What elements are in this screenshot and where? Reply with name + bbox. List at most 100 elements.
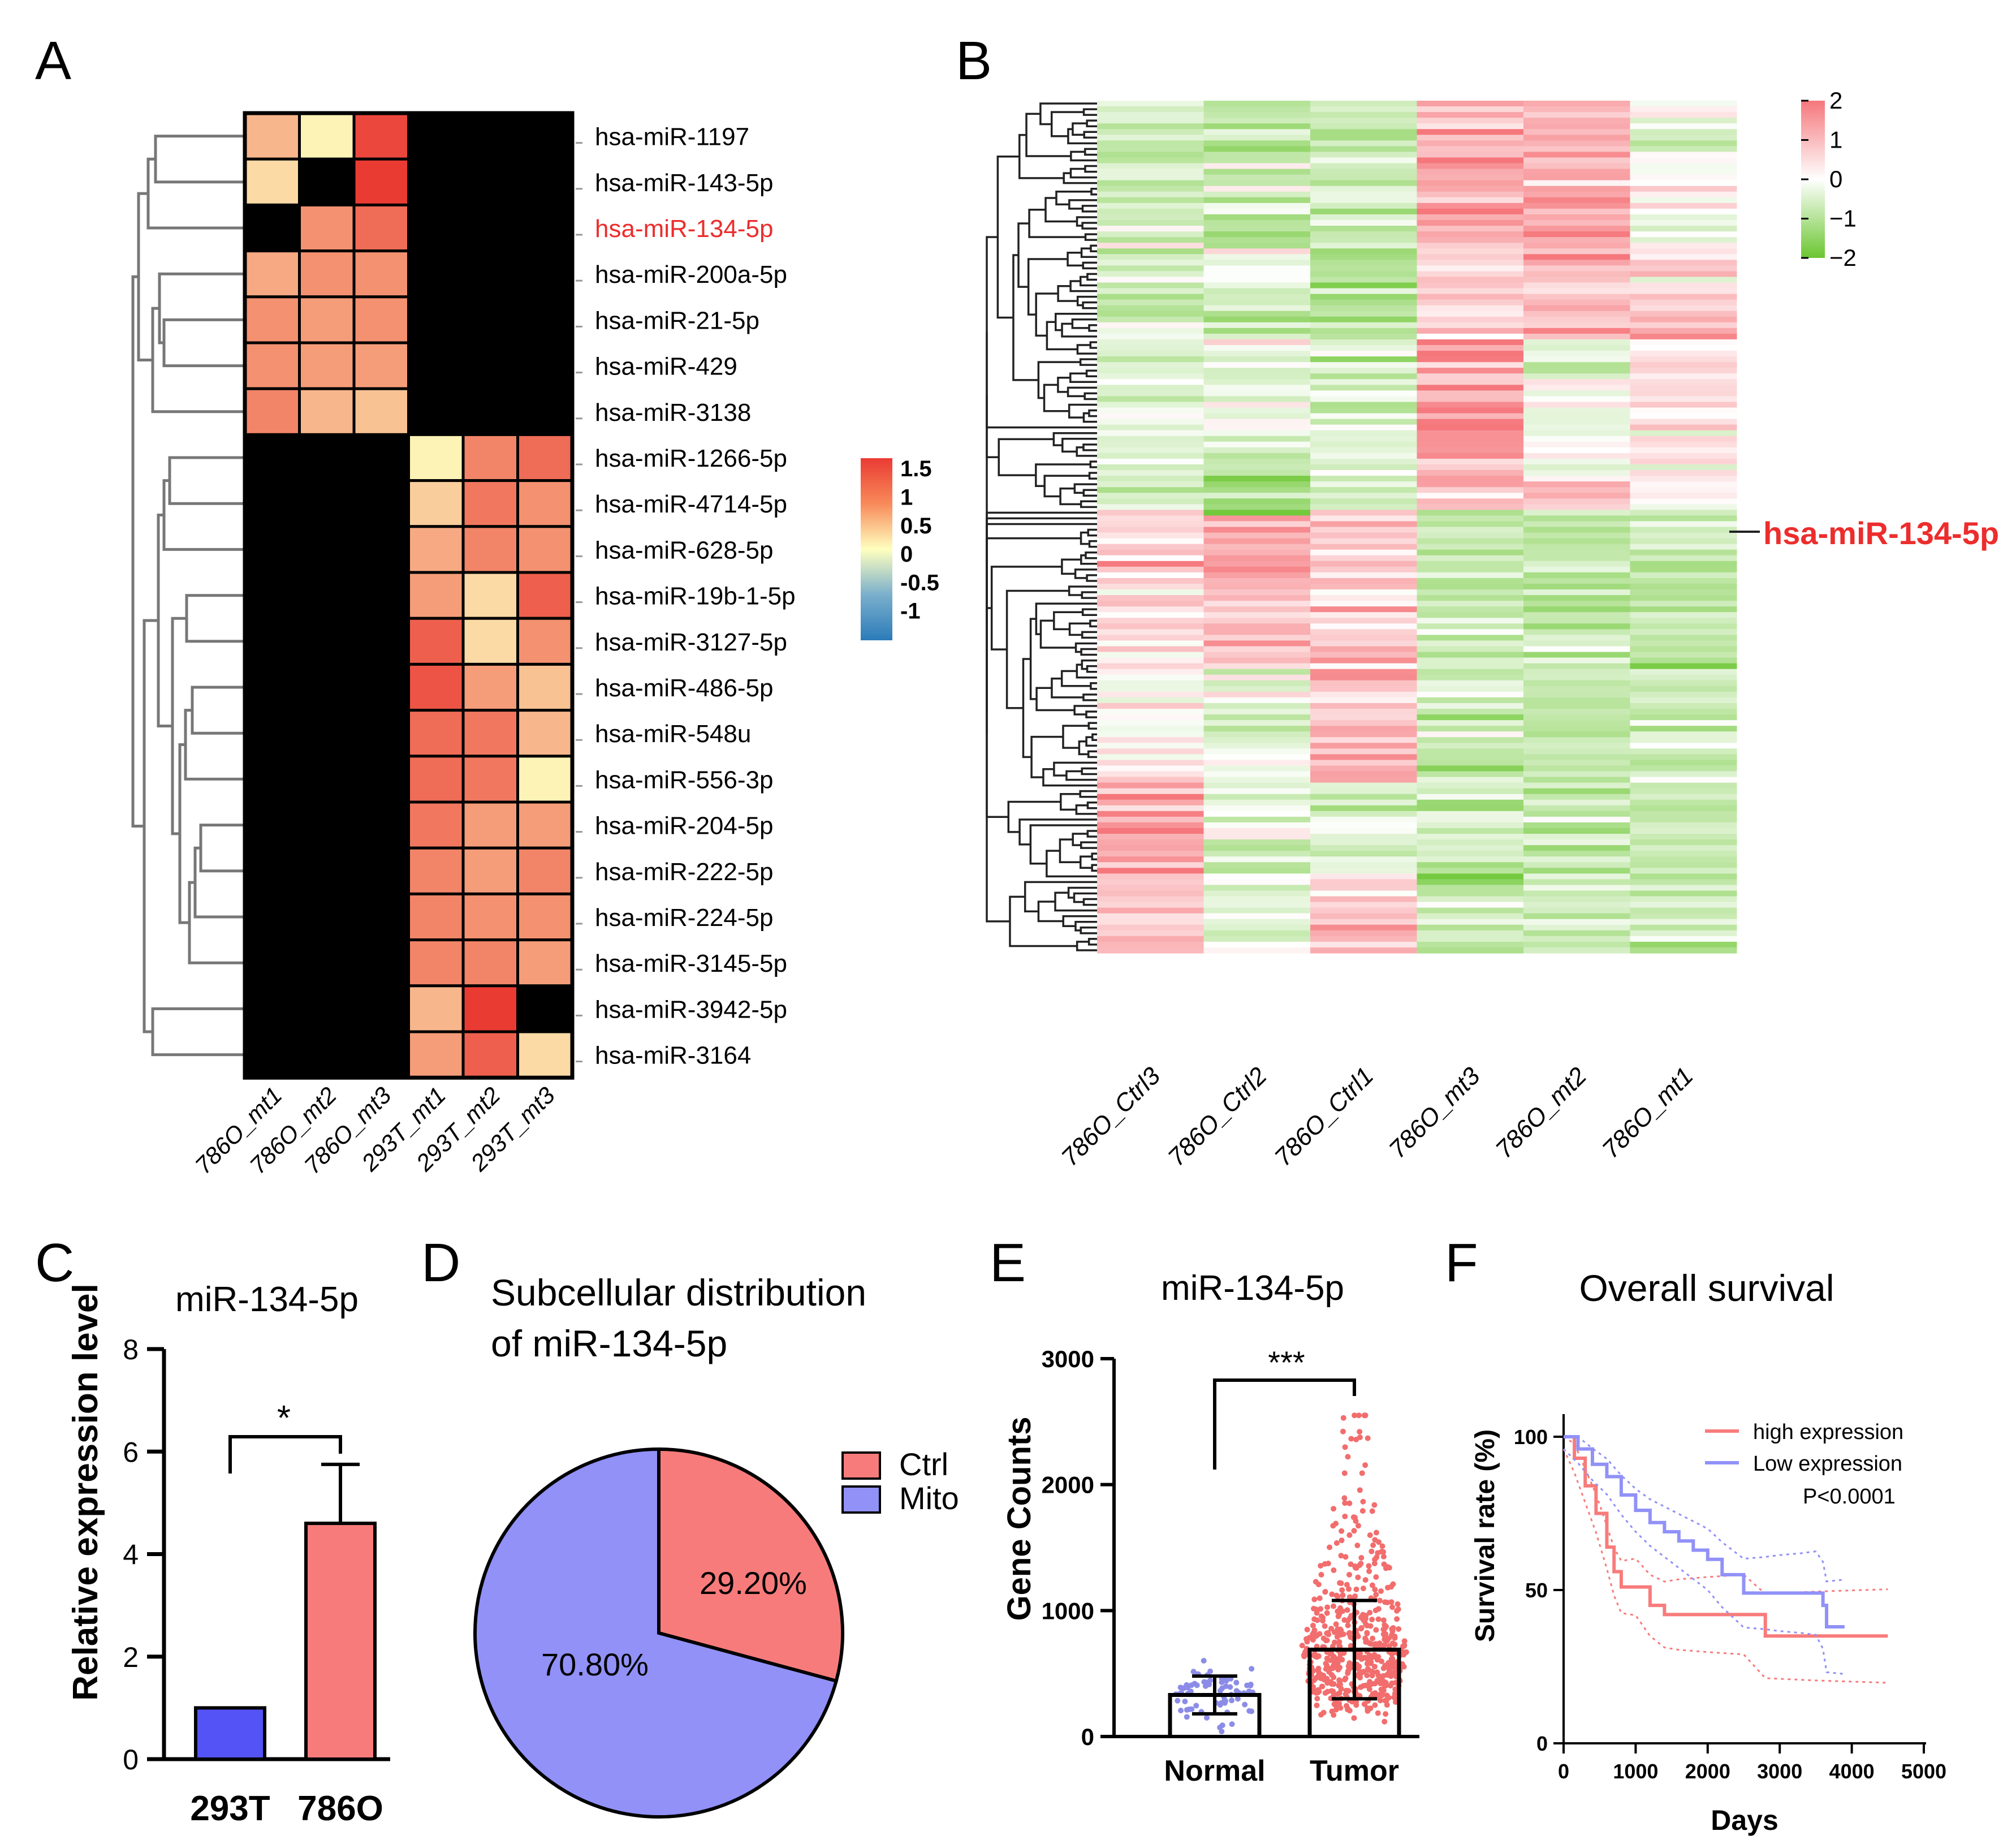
heatmap-b-cell — [1097, 351, 1204, 357]
heatmap-b-cell — [1417, 737, 1524, 743]
heatmap-b-cell — [1523, 453, 1630, 459]
e-point-Tumor — [1372, 1587, 1378, 1593]
heatmap-a-cell — [461, 984, 519, 1033]
heatmap-b-cell — [1630, 407, 1737, 414]
heatmap-b-cell — [1630, 140, 1737, 147]
e-point-Tumor — [1311, 1605, 1317, 1612]
heatmap-b-cell — [1097, 510, 1204, 516]
heatmap-b-cell — [1310, 822, 1417, 829]
e-point-Tumor — [1375, 1606, 1382, 1612]
heatmap-b-cell — [1417, 618, 1524, 624]
heatmap-b-cell — [1630, 532, 1737, 539]
heatmap-b-cell — [1417, 674, 1524, 681]
heatmap-b-cell — [1523, 930, 1630, 937]
heatmap-b-cell — [1310, 351, 1417, 357]
e-point-Tumor — [1377, 1597, 1383, 1604]
heatmap-b-cell — [1310, 413, 1417, 420]
panel-e-ylabel: Gene Counts — [1001, 1417, 1038, 1621]
heatmap-b-cell — [1523, 356, 1630, 363]
heatmap-b-cell — [1630, 663, 1737, 670]
e-point-Tumor — [1369, 1548, 1375, 1554]
heatmap-b-cell — [1630, 674, 1737, 681]
dendrogram-link — [1080, 531, 1090, 545]
heatmap-b-cell — [1310, 885, 1417, 891]
heatmap-b-cell — [1417, 339, 1524, 346]
heatmap-b-cell — [1630, 652, 1737, 658]
row-label-hsa-miR-3942-5p: hsa-miR-3942-5p — [595, 996, 787, 1023]
e-point-Tumor — [1382, 1622, 1388, 1628]
heatmap-b-cell — [1417, 407, 1524, 414]
heatmap-b-cell — [1630, 208, 1737, 215]
heatmap-b-cell — [1097, 521, 1204, 528]
heatmap-b-cell — [1097, 441, 1204, 448]
e-point-Tumor — [1383, 1664, 1389, 1670]
heatmap-b-cell — [1523, 686, 1630, 692]
heatmap-b-cell — [1097, 169, 1204, 175]
heatmap-b-cell — [1630, 169, 1737, 175]
heatmap-b-cell — [1097, 743, 1204, 749]
heatmap-b-cell — [1417, 697, 1524, 704]
e-point-Tumor — [1364, 1630, 1370, 1636]
heatmap-b-cell — [1417, 311, 1524, 317]
heatmap-b-cell — [1097, 504, 1204, 510]
heatmap-b-cell — [1523, 504, 1630, 510]
e-point-Tumor — [1392, 1699, 1398, 1705]
heatmap-b-cell — [1630, 777, 1737, 783]
heatmap-a-cell — [461, 203, 519, 253]
heatmap-b-cell — [1417, 771, 1524, 778]
f-y-tick-label: 0 — [1536, 1732, 1548, 1755]
colorbar-a-tick: 0.5 — [900, 514, 932, 538]
heatmap-b-cell — [1310, 186, 1417, 192]
heatmap-b-cell — [1417, 601, 1524, 607]
heatmap-b-cell — [1203, 413, 1311, 420]
heatmap-b-cell — [1097, 208, 1204, 215]
heatmap-b-cell — [1203, 135, 1311, 141]
heatmap-b-cell — [1203, 430, 1311, 437]
dendrogram-link — [1089, 619, 1097, 628]
e-point-Tumor — [1324, 1688, 1331, 1695]
heatmap-b-cell — [1310, 714, 1417, 721]
heatmap-b-cell — [1310, 504, 1417, 510]
e-point-Tumor — [1327, 1544, 1333, 1550]
survival-curve-low — [1564, 1435, 1845, 1629]
heatmap-b-cell — [1417, 191, 1524, 198]
heatmap-b-cell — [1203, 657, 1311, 664]
heatmap-b-cell — [1630, 197, 1737, 204]
heatmap-b-cell — [1630, 845, 1737, 851]
heatmap-b-cell — [1310, 618, 1417, 624]
heatmap-b-cell — [1630, 635, 1737, 641]
heatmap-b-cell — [1523, 333, 1630, 340]
e-point-Tumor — [1379, 1676, 1385, 1682]
e-point-Tumor — [1346, 1708, 1353, 1714]
heatmap-b-cell — [1630, 589, 1737, 596]
heatmap-b-cell — [1097, 544, 1204, 550]
heatmap-b-cell — [1417, 123, 1524, 130]
e-point-Tumor — [1362, 1462, 1369, 1468]
heatmap-b-cell — [1310, 527, 1417, 533]
heatmap-b-cell — [1310, 896, 1417, 903]
heatmap-b-cell — [1417, 703, 1524, 709]
heatmap-b-cell — [1523, 782, 1630, 789]
heatmap-b-cell — [1417, 174, 1524, 181]
heatmap-b-cell — [1097, 788, 1204, 795]
heatmap-b-cell — [1417, 254, 1524, 260]
dendrogram-link — [1039, 619, 1076, 649]
heatmap-b-cell — [1417, 743, 1524, 749]
e-point-Tumor — [1362, 1577, 1369, 1583]
heatmap-b-cell — [1203, 828, 1311, 834]
heatmap-b-cell — [1630, 669, 1737, 675]
heatmap-b-cell — [1630, 930, 1737, 937]
e-point-Tumor — [1359, 1508, 1366, 1514]
c-category-label: 786O — [297, 1789, 383, 1828]
heatmap-b-cell — [1523, 879, 1630, 886]
heatmap-a-cell — [298, 617, 356, 666]
heatmap-b-cell — [1203, 521, 1311, 528]
heatmap-b-cell — [1630, 703, 1737, 709]
heatmap-b-cell — [1310, 845, 1417, 851]
heatmap-b-cell — [1417, 527, 1524, 533]
heatmap-b-cell — [1310, 657, 1417, 664]
heatmap-b-cell — [1523, 652, 1630, 658]
heatmap-b-cell — [1523, 396, 1630, 403]
heatmap-b-cell — [1523, 635, 1630, 641]
heatmap-b-cell — [1630, 487, 1737, 493]
